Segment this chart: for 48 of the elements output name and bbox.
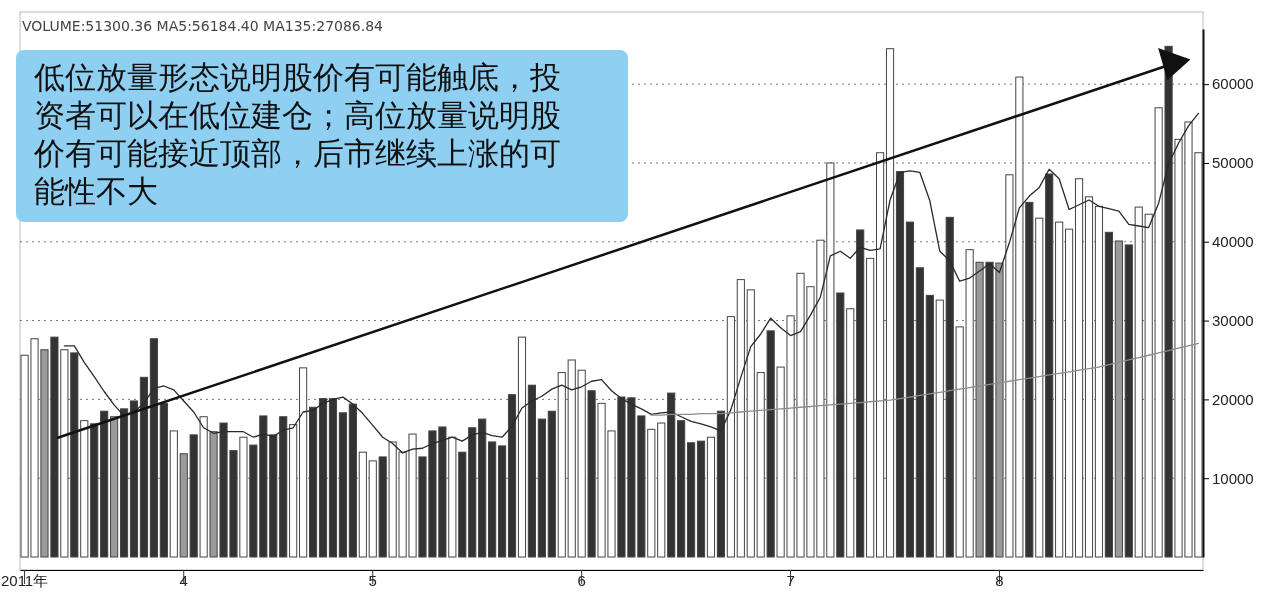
bar [726, 316, 735, 558]
bar [736, 279, 745, 558]
bar [547, 410, 556, 558]
bar [517, 336, 527, 558]
y-tick-label: 40000 [1212, 233, 1254, 251]
bar [925, 294, 934, 558]
bar [1104, 231, 1113, 558]
bar [497, 445, 507, 558]
y-tick-label: 50000 [1212, 154, 1254, 172]
y-tick-label: 30000 [1212, 311, 1254, 329]
bar [706, 436, 716, 558]
bar [1074, 178, 1084, 558]
x-tick-label: 2011年 [0, 572, 49, 590]
bar [100, 410, 109, 558]
bar [1055, 221, 1064, 558]
x-tick-label: 4 [179, 572, 188, 590]
bar [885, 48, 895, 558]
y-tick-label: 10000 [1212, 469, 1254, 487]
bar [1094, 205, 1104, 558]
bar [110, 416, 119, 558]
y-tick-label: 60000 [1212, 75, 1254, 93]
bar [169, 430, 178, 558]
bar [488, 441, 497, 558]
bar [90, 423, 99, 558]
x-tick-label: 6 [577, 572, 586, 590]
bar [338, 412, 347, 558]
bar [299, 367, 308, 558]
bar [358, 451, 367, 558]
bar [866, 257, 875, 558]
bar [289, 424, 298, 558]
bar [905, 221, 915, 558]
bar [1084, 196, 1094, 558]
bar [537, 418, 546, 558]
y-tick-label: 20000 [1212, 390, 1254, 408]
x-tick-label: 8 [995, 572, 1004, 590]
bar [1124, 244, 1133, 558]
bar [696, 440, 706, 558]
chart-title: VOLUME:51300.36 MA5:56184.40 MA135:27086.84 [22, 18, 384, 34]
x-tick-label: 7 [786, 572, 795, 590]
bar [687, 442, 696, 558]
x-tick-label: 5 [368, 572, 377, 590]
bar [159, 402, 168, 558]
bar [1114, 240, 1123, 558]
line-series [650, 342, 1200, 416]
bar [876, 152, 885, 558]
bar [915, 267, 924, 558]
bar [1065, 228, 1074, 558]
annotation: 低位放量形态说明股价有可能触底，投资者可以在低位建仓；高位放量说明股价有可能接近顶部，后市继续上涨的可能性不大 [33, 59, 561, 209]
